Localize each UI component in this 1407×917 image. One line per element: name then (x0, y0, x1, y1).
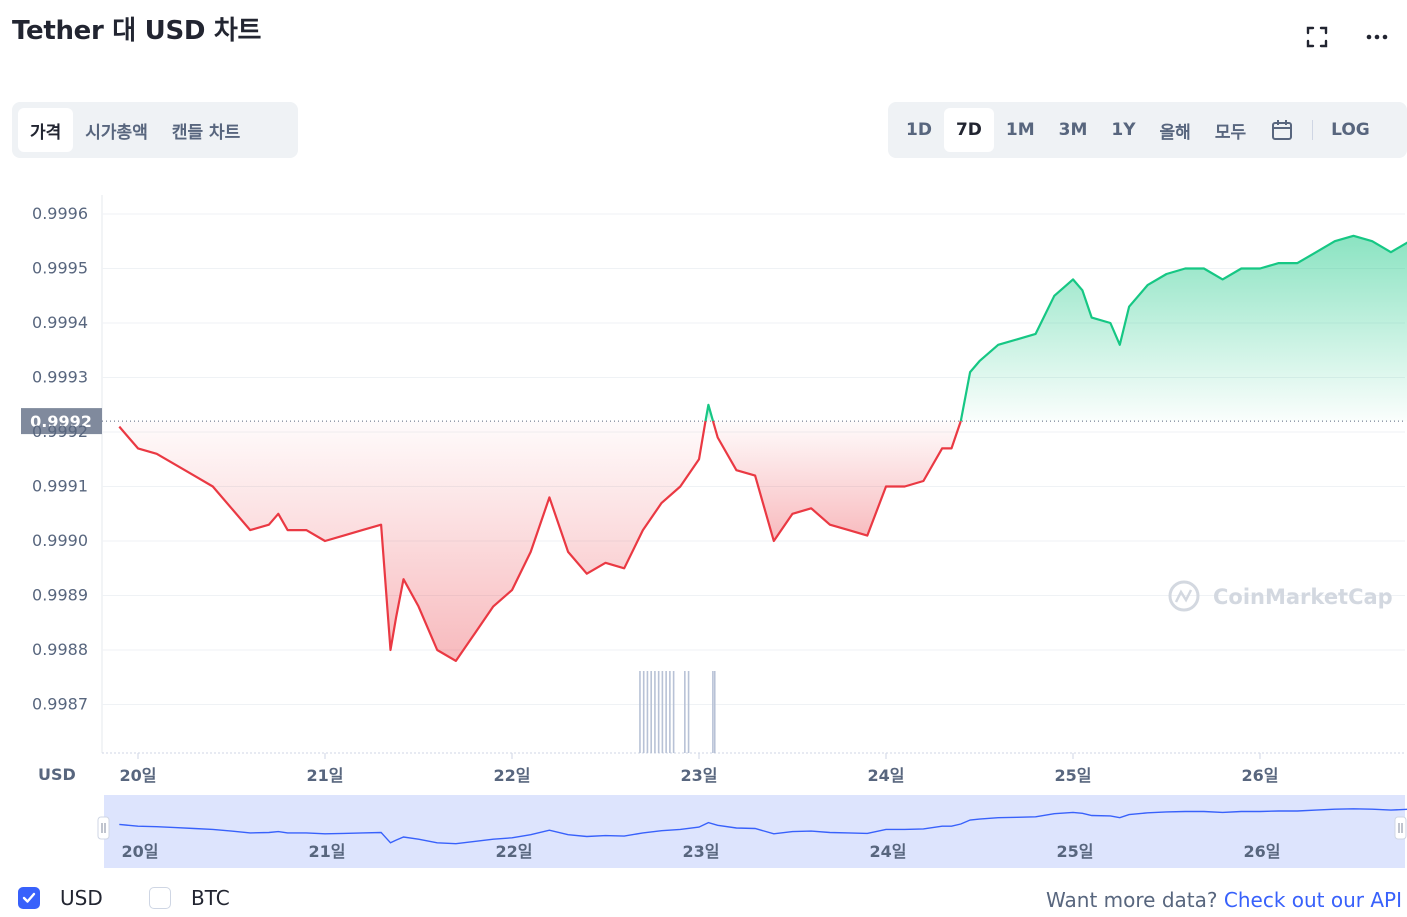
volume-bar (661, 671, 664, 753)
volume-bar (646, 671, 649, 753)
x-axis-labels: 20일 21일 22일 23일 24일 25일 26일 (120, 753, 1279, 785)
navigator-tick-label: 21일 (309, 842, 346, 861)
fullscreen-icon[interactable] (1302, 22, 1332, 52)
y-tick-label: 0.9992 (32, 422, 88, 441)
x-tick-label: 25일 (1055, 766, 1092, 785)
tab-all[interactable]: 모두 (1214, 122, 1247, 143)
reference-label-box (21, 408, 102, 435)
volume-bar (687, 671, 690, 753)
x-tick-label: 20일 (120, 766, 157, 785)
btc-label: BTC (191, 886, 230, 910)
api-link[interactable]: Check out our API (1223, 888, 1402, 912)
volume-bars (639, 671, 716, 753)
volume-bar (657, 671, 660, 753)
volume-bar (665, 671, 667, 753)
volume-bar (672, 671, 675, 753)
tab-price[interactable]: 가격 (18, 108, 74, 152)
chart-title: Tether 대 USD 차트 (12, 16, 262, 46)
x-tick-label: 22일 (494, 766, 531, 785)
y-tick-label: 0.9990 (32, 531, 88, 550)
reference-label: 0.9992 (30, 412, 92, 431)
y-tick-label: 0.9988 (32, 640, 88, 659)
navigator-tick-label: 26일 (1244, 842, 1281, 861)
volume-bar (642, 671, 645, 753)
navigator-tick-label: 25일 (1057, 842, 1094, 861)
volume-bar (669, 671, 671, 753)
y-tick-label: 0.9996 (32, 204, 88, 223)
navigator-tick-label: 24일 (870, 842, 907, 861)
navigator-tick-label: 20일 (122, 842, 159, 861)
x-tick-label: 23일 (681, 766, 718, 785)
volume-bar (712, 671, 714, 753)
volume-bar (713, 671, 716, 753)
coinmarketcap-logo (1168, 580, 1200, 612)
navigator-tick-label: 23일 (683, 842, 720, 861)
tab-candle-chart[interactable]: 캔들 차트 (171, 122, 241, 143)
price-line-down (118, 420, 707, 662)
calendar-icon[interactable] (1258, 108, 1306, 152)
y-tick-label: 0.9995 (32, 259, 88, 278)
volume-bar (650, 671, 652, 753)
tab-1d[interactable]: 1D (906, 120, 932, 140)
tab-1y[interactable]: 1Y (1111, 120, 1136, 140)
reference-line: 0.9992 (21, 408, 1405, 435)
price-chart[interactable]: 0.9992 0.99870.99880.99890.99900.99910.9… (0, 0, 1407, 880)
x-tick-label: 21일 (307, 766, 344, 785)
y-tick-label: 0.9993 (32, 368, 88, 387)
more-icon[interactable] (1362, 22, 1392, 52)
navigator-handle-left[interactable] (97, 816, 110, 840)
price-line-down (711, 420, 962, 543)
y-axis-labels: 0.9987 0.9988 0.9989 0.9990 0.9991 0.9992 0.99… (32, 204, 88, 784)
y-tick-label: 0.9989 (32, 586, 88, 605)
view-tab-group: 가격 시가총액 캔들 차트 (12, 102, 298, 158)
navigator-window[interactable] (104, 795, 1405, 868)
x-tick-label: 26일 (1242, 766, 1279, 785)
volume-bar (639, 671, 641, 753)
tab-market-cap[interactable]: 시가총액 (85, 122, 148, 143)
btc-checkbox[interactable] (149, 887, 171, 909)
range-tab-group: 1D 7D 1M 3M 1Y 올해 모두 LOG (888, 102, 1407, 158)
price-area (119, 235, 1407, 661)
volume-bar (684, 671, 686, 753)
price-line-up (959, 234, 1407, 422)
y-tick-label: 0.9991 (32, 477, 88, 496)
coinmarketcap-logo-mark (1174, 589, 1193, 603)
area-below-ref (119, 421, 706, 661)
api-prompt: Want more data? (1046, 888, 1218, 912)
watermark: CoinMarketCap (1168, 580, 1393, 612)
y-unit-label: USD (38, 765, 76, 784)
usd-label: USD (60, 886, 103, 910)
price-line-up (704, 403, 715, 422)
divider (1312, 120, 1314, 140)
navigator-tick-label: 22일 (496, 842, 533, 861)
currency-option-usd[interactable]: USD (18, 886, 103, 910)
x-tick-label: 24일 (868, 766, 905, 785)
volume-bar (654, 671, 656, 753)
navigator-handle-right[interactable] (1394, 816, 1407, 840)
log-toggle[interactable]: LOG (1331, 120, 1370, 140)
area-below-ref (713, 421, 961, 541)
watermark-text: CoinMarketCap (1213, 585, 1393, 609)
navigator-line (119, 808, 1407, 845)
range-navigator: 20일 21일 22일 23일 24일 25일 26일 (97, 795, 1407, 868)
area-above-ref (960, 235, 1407, 422)
price-line (118, 234, 1407, 662)
tab-7d[interactable]: 7D (943, 108, 994, 152)
currency-option-btc[interactable]: BTC (149, 886, 230, 910)
y-tick-label: 0.9987 (32, 695, 88, 714)
usd-checkbox[interactable] (18, 887, 40, 909)
y-tick-label: 0.9994 (32, 313, 88, 332)
tab-1m[interactable]: 1M (1005, 120, 1035, 140)
api-promo: Want more data? Check out our API (1046, 888, 1402, 912)
tab-3m[interactable]: 3M (1058, 120, 1088, 140)
tab-ytd[interactable]: 올해 (1159, 122, 1191, 143)
